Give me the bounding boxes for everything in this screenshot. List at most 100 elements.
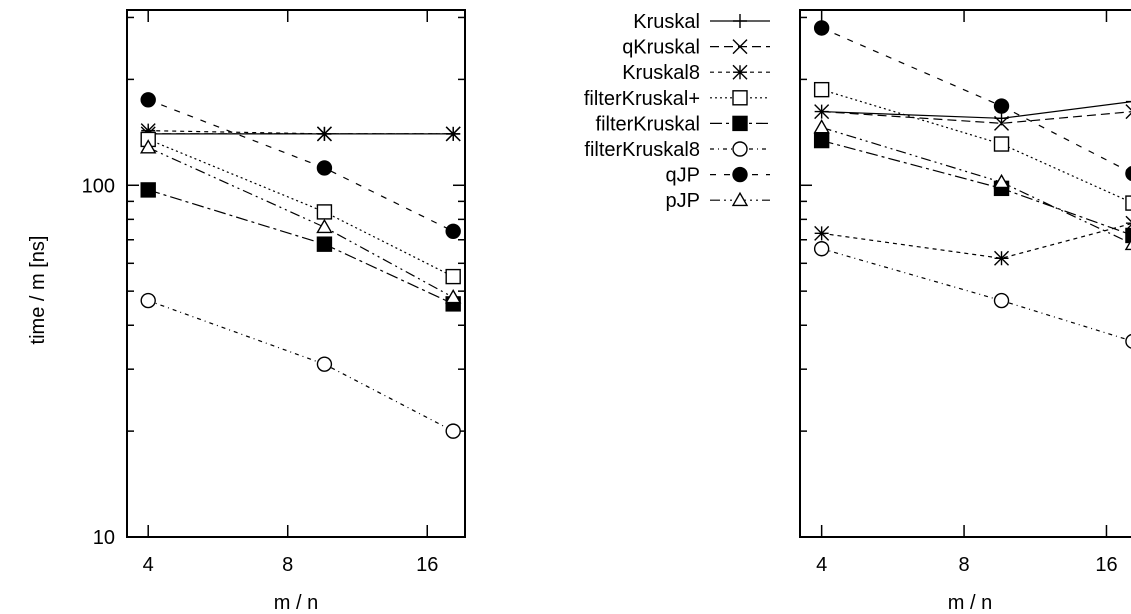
series-line	[821, 248, 1131, 342]
legend-marker	[732, 115, 748, 132]
legend-entry: filterKruskal	[596, 113, 770, 135]
data-point	[994, 250, 1010, 266]
legend-label: Kruskal8	[622, 62, 700, 84]
series-filterKruskal+	[140, 131, 461, 285]
data-point	[1125, 195, 1131, 211]
series-pJP	[813, 119, 1131, 251]
x-tick-label: 16	[1095, 554, 1117, 576]
data-point	[1125, 104, 1131, 120]
series-line	[821, 139, 1131, 236]
series-line	[147, 138, 454, 278]
data-point	[814, 225, 830, 241]
series-pJP	[140, 139, 462, 304]
data-point	[813, 132, 830, 149]
legend-label: Kruskal	[633, 11, 700, 33]
data-point	[140, 92, 156, 108]
data-point	[813, 20, 830, 36]
data-point	[140, 139, 157, 154]
series-filterKruskal	[140, 182, 461, 312]
data-point	[316, 160, 333, 176]
data-point	[1125, 333, 1131, 349]
x-tick-label: 4	[816, 554, 827, 576]
data-point	[445, 268, 461, 285]
data-point	[1125, 227, 1131, 244]
legend-marker	[732, 64, 748, 80]
plot-frame	[799, 9, 1131, 538]
legend-marker	[732, 90, 748, 106]
series-filterKruskal8	[140, 292, 461, 439]
series-line	[821, 110, 1131, 124]
x-tick-label: 4	[143, 554, 154, 576]
series-filterKruskal	[813, 132, 1131, 244]
data-point	[813, 241, 830, 257]
data-point	[445, 223, 461, 239]
data-point	[993, 292, 1010, 309]
x-axis-label-left: m / n	[274, 592, 318, 614]
legend-label: filterKruskal+	[584, 88, 700, 110]
data-point	[993, 136, 1010, 152]
data-point	[140, 292, 156, 309]
series-Kruskal8	[814, 215, 1131, 266]
series-line	[147, 99, 454, 232]
series-qJP	[813, 20, 1131, 181]
series-line	[148, 189, 454, 305]
legend-entry: filterKruskal8	[584, 139, 770, 161]
series-line	[821, 27, 1131, 174]
data-point	[316, 218, 333, 234]
x-tick-label: 16	[416, 554, 438, 576]
legend-entry: pJP	[666, 190, 770, 212]
data-point	[993, 98, 1010, 114]
data-point	[316, 356, 333, 372]
data-point	[813, 119, 830, 134]
series-line	[821, 223, 1131, 259]
data-point	[813, 81, 830, 98]
legend-entry: qKruskal	[622, 37, 770, 59]
series-qKruskal	[814, 104, 1131, 131]
data-point	[316, 126, 332, 142]
data-point	[1124, 239, 1131, 251]
data-point	[316, 236, 333, 252]
legend-entry: qJP	[666, 165, 770, 187]
data-point	[994, 115, 1010, 131]
legend-marker	[733, 14, 747, 28]
chart-legend: Kruskal qKruskal Kruskal8 filterKruskal+ fil…	[584, 11, 770, 212]
data-point	[1125, 166, 1131, 181]
data-point	[140, 182, 156, 198]
series-line	[821, 126, 1131, 244]
legend-label: filterKruskal	[596, 113, 700, 135]
data-point	[140, 123, 156, 139]
series-filterKruskal+	[813, 81, 1131, 211]
series-line	[821, 101, 1131, 119]
series-qJP	[140, 92, 461, 239]
series-line	[821, 89, 1131, 203]
legend-marker	[732, 141, 748, 157]
series-Kruskal8	[140, 123, 461, 142]
data-point	[1125, 100, 1131, 103]
legend-marker	[732, 166, 748, 183]
data-point	[993, 173, 1010, 189]
data-point	[316, 204, 333, 220]
data-point	[445, 423, 461, 439]
legend-entry: Kruskal	[633, 11, 770, 33]
data-point	[445, 126, 461, 142]
plot-frame	[126, 9, 466, 538]
legend-marker	[731, 191, 749, 207]
y-tick-label: 100	[82, 175, 115, 197]
data-point	[814, 104, 830, 120]
chart-panel-left: 10 100 4 8 16	[82, 9, 466, 576]
x-tick-label: 8	[958, 554, 969, 576]
chart-panel-right: 4 8 16	[799, 9, 1131, 576]
legend-label: qKruskal	[622, 37, 700, 59]
series-Kruskal	[814, 100, 1131, 126]
legend-entry: Kruskal8	[622, 62, 770, 84]
legend-label: qJP	[666, 165, 700, 187]
legend-label: filterKruskal8	[584, 139, 700, 161]
data-point	[444, 288, 462, 304]
y-tick-label: 10	[93, 527, 115, 549]
legend-marker	[732, 39, 748, 55]
series-filterKruskal8	[813, 241, 1131, 349]
legend-entry: filterKruskal+	[584, 88, 770, 110]
series-line	[147, 147, 454, 298]
y-axis-label: time / m [ns]	[27, 236, 49, 345]
